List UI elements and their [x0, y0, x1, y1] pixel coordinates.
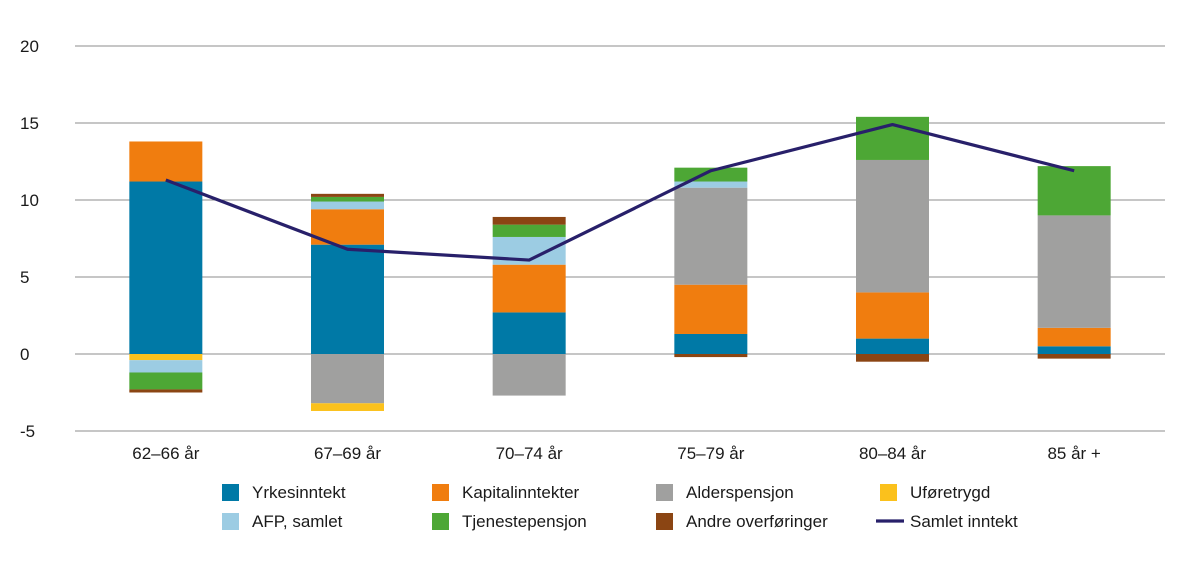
- legend-swatch: [656, 484, 673, 501]
- gridlines: [75, 45, 1165, 432]
- y-axis-ticks: -5 0 5 10 15 20: [20, 37, 39, 441]
- legend-label: Uføretrygd: [910, 483, 990, 502]
- bar-segment-uføretrygd: [129, 354, 203, 361]
- bar-segment-afp-samlet: [674, 181, 748, 188]
- legend-item-andre-overføringer: Andre overføringer: [656, 512, 828, 531]
- legend-label: Samlet inntekt: [910, 512, 1018, 531]
- bar-segment-yrkesinntekt: [129, 181, 203, 354]
- legend-item-samlet-inntekt: Samlet inntekt: [876, 512, 1018, 531]
- bar-segment-tjenestepensjon: [129, 372, 203, 390]
- bar-stack: [129, 141, 203, 393]
- x-tick-label: 70–74 år: [496, 444, 563, 463]
- bar-segment-uføretrygd: [311, 403, 384, 411]
- legend-item-alderspensjon: Alderspensjon: [656, 483, 794, 502]
- y-tick-label: 0: [20, 345, 29, 364]
- legend-swatch: [432, 484, 449, 501]
- bar-segment-andre-overføringer: [674, 354, 748, 358]
- total-line: [165, 122, 1075, 262]
- bar-segment-andre-overføringer: [311, 193, 384, 197]
- legend-swatch: [880, 484, 897, 501]
- bar-segment-kapitalinntekter: [129, 141, 203, 182]
- x-tick-label: 62–66 år: [132, 444, 199, 463]
- legend-item-yrkesinntekt: Yrkesinntekt: [222, 483, 346, 502]
- bar-segment-tjenestepensjon: [1037, 166, 1111, 216]
- bar-segment-afp-samlet: [311, 201, 384, 210]
- bar-segment-andre-overføringer: [856, 354, 929, 362]
- bar-segment-yrkesinntekt: [1037, 346, 1111, 354]
- bar-segment-kapitalinntekter: [674, 284, 748, 334]
- bar-segment-kapitalinntekter: [856, 292, 929, 339]
- legend-swatch: [656, 513, 673, 530]
- bar-segment-alderspensjon: [492, 354, 566, 396]
- legend-label: Andre overføringer: [686, 512, 828, 531]
- bar-segment-afp-samlet: [129, 360, 203, 373]
- legend-label: Alderspensjon: [686, 483, 794, 502]
- bar-stack: [311, 193, 384, 411]
- legend-swatch: [222, 513, 239, 530]
- bar-segment-yrkesinntekt: [674, 333, 748, 354]
- legend-swatch: [432, 513, 449, 530]
- bar-stack: [1037, 166, 1111, 359]
- bar-segment-kapitalinntekter: [492, 264, 566, 313]
- bar-segment-kapitalinntekter: [1037, 327, 1111, 347]
- bar-segment-tjenestepensjon: [492, 224, 566, 237]
- y-tick-label: 20: [20, 37, 39, 56]
- legend-label: Tjenestepensjon: [462, 512, 587, 531]
- bar-segment-yrkesinntekt: [856, 338, 929, 354]
- x-tick-label: 85 år +: [1047, 444, 1100, 463]
- bar-segment-alderspensjon: [1037, 215, 1111, 328]
- bar-segment-andre-overføringer: [1037, 354, 1111, 359]
- legend: Yrkesinntekt Kapitalinntekter Alderspensjo…: [222, 483, 1018, 531]
- legend-item-uføretrygd: Uføretrygd: [880, 483, 990, 502]
- bar-segment-yrkesinntekt: [492, 312, 566, 354]
- bar-segment-andre-overføringer: [129, 389, 203, 393]
- legend-label: Yrkesinntekt: [252, 483, 346, 502]
- bar-segment-yrkesinntekt: [311, 244, 384, 354]
- legend-item-tjenestepensjon: Tjenestepensjon: [432, 512, 587, 531]
- legend-label: AFP, samlet: [252, 512, 343, 531]
- x-tick-label: 75–79 år: [677, 444, 744, 463]
- bar-stack: [492, 216, 566, 396]
- bar-segment-andre-overføringer: [492, 216, 566, 225]
- bar-stack: [856, 116, 929, 362]
- legend-item-afp-samlet: AFP, samlet: [222, 512, 343, 531]
- y-tick-label: 15: [20, 114, 39, 133]
- x-axis-ticks: 62–66 år 67–69 år 70–74 år 75–79 år 80–84 år…: [132, 444, 1101, 463]
- line-series-samlet-inntekt: [165, 122, 1075, 262]
- y-tick-label: 5: [20, 268, 29, 287]
- bar-segment-alderspensjon: [856, 159, 929, 293]
- bar-segment-tjenestepensjon: [311, 196, 384, 202]
- legend-item-kapitalinntekter: Kapitalinntekter: [432, 483, 580, 502]
- x-tick-label: 67–69 år: [314, 444, 381, 463]
- legend-label: Kapitalinntekter: [462, 483, 580, 502]
- bar-segment-alderspensjon: [311, 354, 384, 404]
- stacked-bars: [129, 116, 1111, 411]
- bar-stack: [674, 167, 748, 358]
- legend-swatch: [222, 484, 239, 501]
- y-tick-label: -5: [20, 422, 35, 441]
- bar-segment-alderspensjon: [674, 187, 748, 285]
- y-tick-label: 10: [20, 191, 39, 210]
- x-tick-label: 80–84 år: [859, 444, 926, 463]
